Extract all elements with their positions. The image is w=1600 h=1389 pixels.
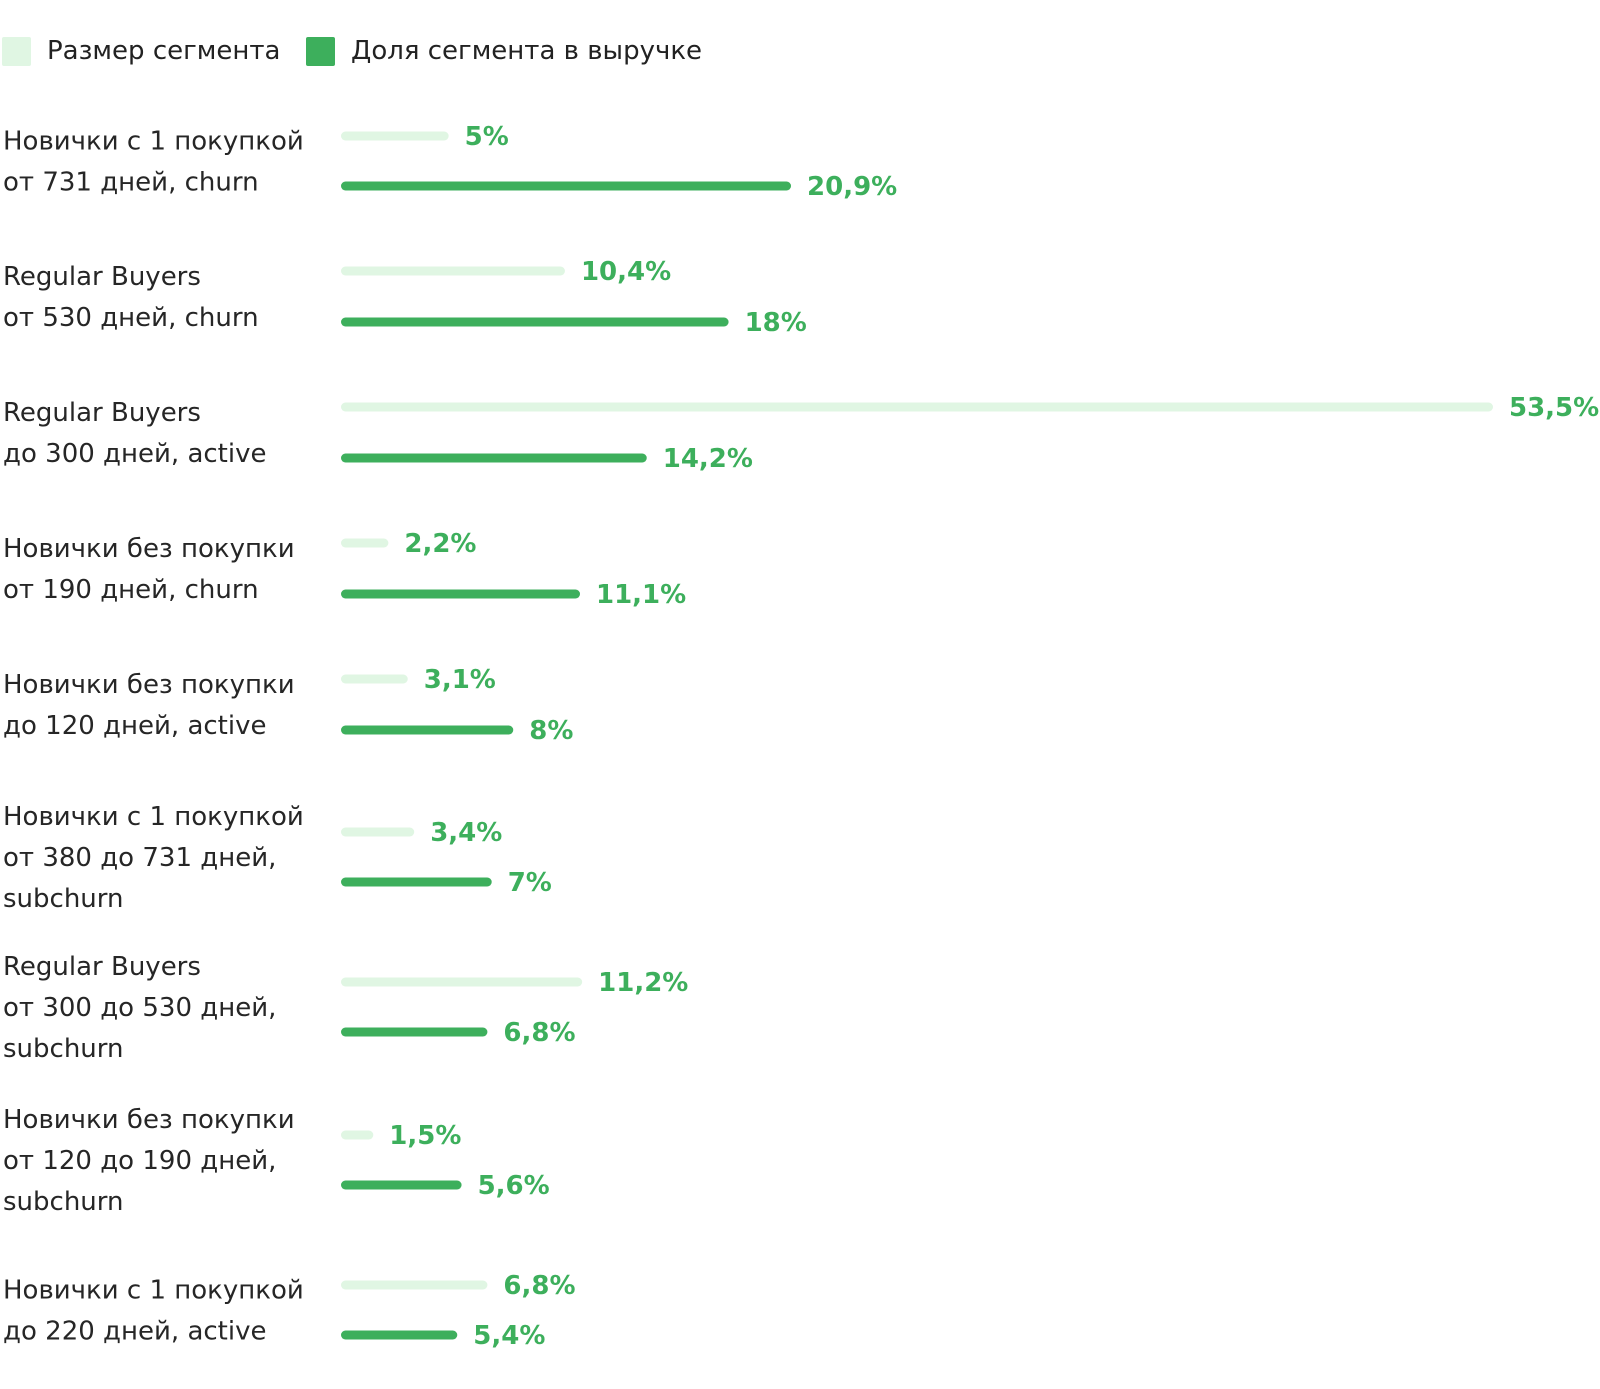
- segment-size-value-label: 1,5%: [389, 1121, 461, 1151]
- revenue-share-bar: [341, 317, 729, 327]
- segment-size-bar: [341, 131, 449, 141]
- segment-size-bar: [341, 1280, 488, 1290]
- category-label-line: от 380 до 731 дней,: [3, 843, 276, 873]
- segment-size-bar: [341, 538, 389, 548]
- segment-size-value-label: 6,8%: [503, 1271, 575, 1301]
- category-label-line: до 220 дней, active: [3, 1317, 266, 1347]
- legend-label-revenue-share: Доля сегмента в выручке: [351, 36, 703, 66]
- legend-swatch-revenue-share: [306, 37, 335, 66]
- revenue-share-value-label: 8%: [529, 716, 573, 746]
- category-label-line: Новички с 1 покупкой: [3, 802, 304, 832]
- category-label-line: Новички с 1 покупкой: [3, 1276, 304, 1306]
- category-label-line: от 731 дней, churn: [3, 168, 259, 198]
- category-label-line: Regular Buyers: [3, 398, 201, 428]
- revenue-share-value-label: 6,8%: [503, 1018, 575, 1048]
- legend: Размер сегмента Доля сегмента в выручке: [2, 34, 902, 68]
- category-label-line: Regular Buyers: [3, 262, 201, 292]
- revenue-share-value-label: 11,1%: [596, 580, 686, 610]
- revenue-share-value-label: 20,9%: [807, 172, 897, 202]
- category-label-line: Новички без покупки: [3, 670, 295, 700]
- category-label: Regular Buyers до 300 дней, active: [3, 398, 266, 469]
- revenue-share-bar: [341, 1027, 488, 1037]
- category-label-line: subchurn: [3, 884, 124, 914]
- revenue-share-value-label: 5,6%: [478, 1171, 550, 1201]
- category-label: Новички без покупки до 120 дней, active: [3, 670, 295, 741]
- legend-swatch-segment-size: [2, 37, 31, 66]
- category-label-line: от 190 дней, churn: [3, 575, 259, 605]
- revenue-share-bar: [341, 877, 492, 887]
- category-label: Regular Buyers от 300 до 530 дней, subchur…: [3, 952, 276, 1064]
- category-label-line: от 120 до 190 дней,: [3, 1146, 276, 1176]
- segment-size-bar: [341, 827, 415, 837]
- category-label: Новички без покупки от 190 дней, churn: [3, 534, 295, 605]
- revenue-share-bar: [341, 1330, 458, 1340]
- category-label-line: от 300 до 530 дней,: [3, 993, 276, 1023]
- segment-size-value-label: 11,2%: [598, 968, 688, 998]
- category-label-line: до 300 дней, active: [3, 439, 266, 469]
- segment-size-bar: [341, 977, 583, 987]
- category-label-line: до 120 дней, active: [3, 711, 266, 741]
- revenue-share-bar: [341, 181, 792, 191]
- revenue-share-value-label: 7%: [508, 868, 552, 898]
- segment-size-value-label: 53,5%: [1509, 393, 1599, 423]
- category-label-line: subchurn: [3, 1187, 124, 1217]
- segment-size-value-label: 3,1%: [424, 665, 496, 695]
- revenue-share-bar: [341, 589, 581, 599]
- category-label-line: Новички без покупки: [3, 534, 295, 564]
- segment-size-value-label: 2,2%: [404, 529, 476, 559]
- category-label-line: Новички без покупки: [3, 1105, 295, 1135]
- segment-size-value-label: 5%: [465, 122, 509, 152]
- segment-size-bar: [341, 402, 1493, 412]
- revenue-share-bar: [341, 453, 647, 463]
- category-label: Новички с 1 покупкой до 220 дней, active: [3, 1276, 304, 1347]
- revenue-share-bar: [341, 725, 514, 735]
- category-label-line: subchurn: [3, 1034, 124, 1064]
- revenue-share-value-label: 18%: [745, 308, 807, 338]
- segment-size-value-label: 3,4%: [430, 818, 502, 848]
- segment-size-bar: [341, 266, 565, 276]
- category-label: Regular Buyers от 530 дней, churn: [3, 262, 259, 333]
- revenue-share-bar: [341, 1180, 462, 1190]
- category-label: Новички без покупки от 120 до 190 дней, su…: [3, 1105, 295, 1217]
- category-label-line: Regular Buyers: [3, 952, 201, 982]
- segment-size-bar: [341, 1130, 374, 1140]
- revenue-share-value-label: 14,2%: [663, 444, 753, 474]
- category-label-line: Новички с 1 покупкой: [3, 127, 304, 157]
- revenue-share-value-label: 5,4%: [473, 1321, 545, 1351]
- category-label-line: от 530 дней, churn: [3, 303, 259, 333]
- segment-size-bar: [341, 674, 408, 684]
- category-label: Новички с 1 покупкой от 731 дней, churn: [3, 127, 304, 198]
- segment-size-value-label: 10,4%: [581, 257, 671, 287]
- category-label: Новички с 1 покупкой от 380 до 731 дней, s…: [3, 802, 304, 914]
- legend-label-segment-size: Размер сегмента: [47, 36, 281, 66]
